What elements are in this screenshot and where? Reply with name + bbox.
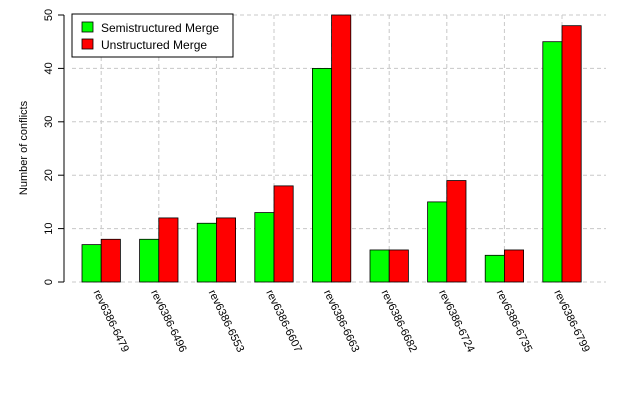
legend-box xyxy=(71,13,234,58)
x-category-label: rev6386-6479 xyxy=(91,288,132,354)
bar-unstructured-3 xyxy=(215,217,236,283)
bar-semistructured-2 xyxy=(139,238,160,283)
bar-semistructured-5 xyxy=(311,68,332,283)
x-category-label: rev6386-6607 xyxy=(263,288,304,354)
x-category-label: rev6386-6663 xyxy=(321,288,362,354)
bar-unstructured-7 xyxy=(446,180,467,283)
x-category-label: rev6386-6724 xyxy=(436,288,477,354)
bar-semistructured-7 xyxy=(427,201,448,283)
bar-semistructured-9 xyxy=(542,41,563,283)
category-labels: rev6386-6479 rev6386-6496 rev6386-6553 rev6… xyxy=(91,288,592,354)
x-category-label: rev6386-6682 xyxy=(379,288,420,354)
bar-semistructured-8 xyxy=(484,254,505,283)
legend: Semistructured Merge Unstructured Merge xyxy=(71,13,234,58)
legend-swatch-unstructured xyxy=(81,38,94,50)
bar-unstructured-9 xyxy=(561,25,582,283)
y-tick-label: 30 xyxy=(43,116,55,128)
bar-semistructured-4 xyxy=(254,212,275,283)
x-category-label: rev6386-6553 xyxy=(206,288,247,354)
bar-semistructured-3 xyxy=(196,222,217,283)
y-tick-label: 20 xyxy=(43,169,55,181)
legend-label-unstructured: Unstructured Merge xyxy=(101,38,207,52)
x-category-label: rev6386-6496 xyxy=(148,288,189,354)
legend-label-semistructured: Semistructured Merge xyxy=(101,21,219,35)
legend-swatch-semistructured xyxy=(81,21,94,33)
bar-unstructured-1 xyxy=(100,238,121,283)
y-axis: 0 10 20 30 40 50 xyxy=(43,9,65,285)
y-axis-label: Number of conflicts xyxy=(18,100,30,195)
bar-unstructured-4 xyxy=(273,185,294,283)
bar-semistructured-6 xyxy=(369,249,390,283)
bar-unstructured-6 xyxy=(388,249,409,283)
y-tick-label: 50 xyxy=(43,9,55,21)
bar-unstructured-2 xyxy=(158,217,179,283)
y-tick-label: 40 xyxy=(43,62,55,74)
bar-unstructured-8 xyxy=(503,249,524,283)
y-tick-label: 10 xyxy=(43,222,55,234)
y-tick-label: 0 xyxy=(43,279,55,285)
bar-group xyxy=(81,14,582,283)
x-category-label: rev6386-6799 xyxy=(551,288,592,354)
bar-semistructured-1 xyxy=(81,244,102,283)
bar-unstructured-5 xyxy=(331,14,352,283)
x-category-label: rev6386-6735 xyxy=(494,288,535,354)
